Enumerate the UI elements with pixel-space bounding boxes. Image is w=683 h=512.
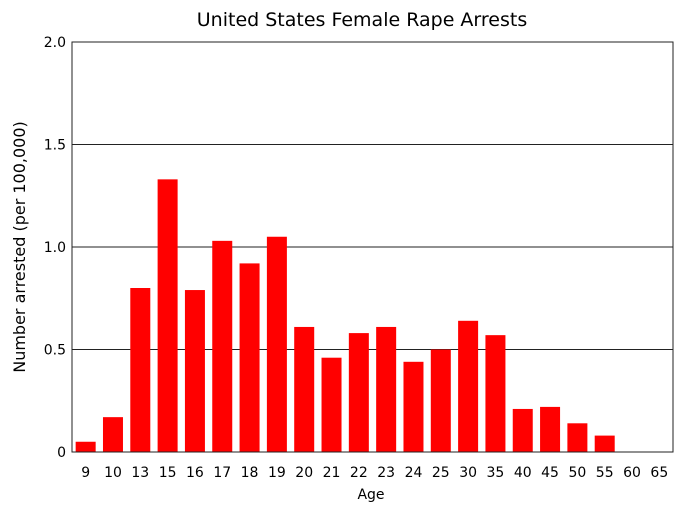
x-tick-labels: 9 10 13 15 16 17 18 19 20 21 22 23 24 25 30 35 40 45 50 55 6… <box>81 465 668 481</box>
x-tick-label: 30 <box>459 465 477 481</box>
x-tick-label: 45 <box>541 465 559 481</box>
x-tick-label: 15 <box>159 465 177 481</box>
bar <box>212 240 233 452</box>
y-tick-label: 0.5 <box>44 343 66 359</box>
x-tick-label: 55 <box>596 465 614 481</box>
bar <box>348 333 369 452</box>
bar <box>458 320 479 452</box>
bar <box>403 361 424 452</box>
bar <box>376 326 397 452</box>
bar <box>157 179 178 452</box>
bar <box>239 263 260 452</box>
y-tick-label: 0 <box>57 445 66 461</box>
x-tick-label: 65 <box>650 465 668 481</box>
bar <box>485 335 506 452</box>
x-tick-label: 9 <box>81 465 90 481</box>
y-tick-label: 1.5 <box>44 138 66 154</box>
chart-title: United States Female Rape Arrests <box>197 9 527 31</box>
bars-layer <box>75 179 615 452</box>
y-tick-labels: 0 0.5 1.0 1.5 2.0 <box>44 35 66 461</box>
x-tick-label: 10 <box>104 465 122 481</box>
bar <box>102 417 123 452</box>
x-tick-label: 19 <box>268 465 286 481</box>
x-axis-label: Age <box>357 487 384 503</box>
x-tick-label: 13 <box>131 465 149 481</box>
plot-frame <box>71 41 674 453</box>
y-tick-label: 2.0 <box>44 35 66 51</box>
x-tick-label: 25 <box>432 465 450 481</box>
x-tick-label: 23 <box>377 465 395 481</box>
bar <box>75 441 96 452</box>
x-tick-label: 50 <box>568 465 586 481</box>
x-tick-label: 35 <box>487 465 505 481</box>
x-tick-label: 21 <box>323 465 341 481</box>
x-tick-label: 17 <box>213 465 231 481</box>
x-tick-label: 24 <box>405 465 423 481</box>
y-tick-label: 1.0 <box>44 240 66 256</box>
bar <box>294 326 315 452</box>
bar <box>594 435 615 452</box>
x-tick-label: 22 <box>350 465 368 481</box>
y-axis-label: Number arrested (per 100,000) <box>10 121 29 373</box>
x-tick-label: 60 <box>623 465 641 481</box>
x-tick-label: 16 <box>186 465 204 481</box>
x-tick-label: 18 <box>241 465 259 481</box>
x-tick-label: 40 <box>514 465 532 481</box>
bar <box>567 423 588 452</box>
bar <box>184 290 205 452</box>
bar <box>540 406 561 452</box>
bar <box>512 408 533 452</box>
bar <box>321 357 342 452</box>
bar <box>430 349 451 452</box>
x-tick-label: 20 <box>295 465 313 481</box>
bar <box>130 288 151 452</box>
bar <box>266 236 287 452</box>
